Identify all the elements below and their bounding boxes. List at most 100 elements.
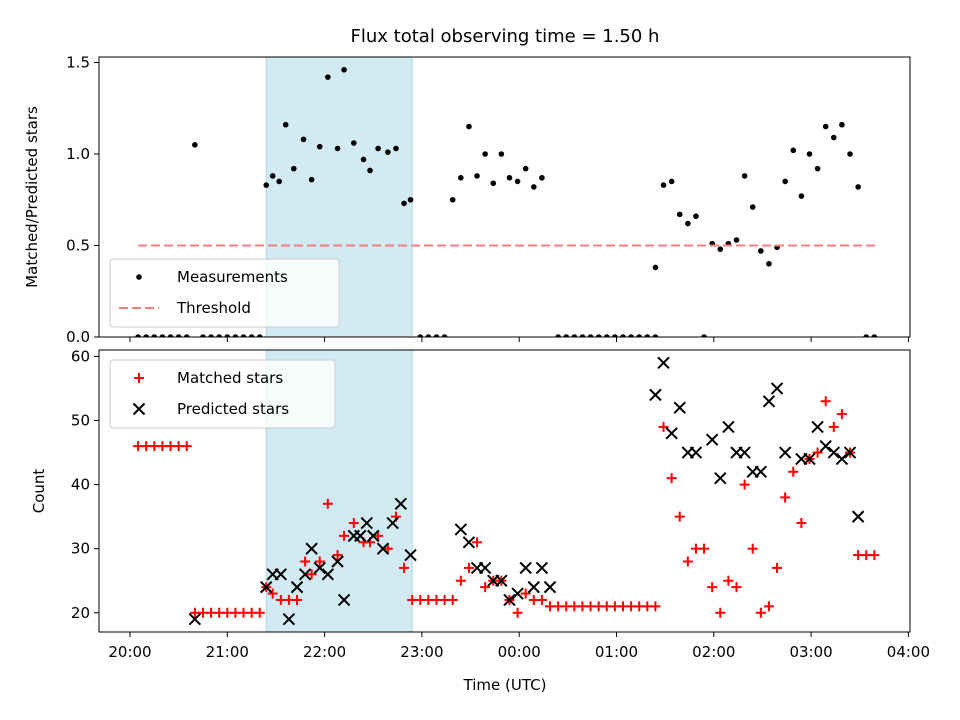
matched-point [836,409,847,420]
measurement-point [563,334,570,337]
predicted-point [714,471,727,485]
measurement-point [216,334,222,337]
matched-point [828,421,839,432]
measurement-point [367,167,373,174]
predicted-point [649,388,662,402]
predicted-point [376,542,390,555]
y-tick-label: 20 [71,604,90,622]
measurement-point [855,184,861,190]
measurement-point [766,260,772,267]
matched-point [731,582,742,593]
measurement-point [417,334,424,337]
matched-point [455,575,466,586]
measurement-point [612,334,618,337]
measurement-point [514,178,521,185]
matched-point [674,511,685,522]
measurement-point [248,334,255,337]
measurement-point [474,173,480,179]
y-tick-label: 1.5 [66,53,90,71]
measurement-point [441,334,448,337]
measurement-point [539,174,545,181]
measurement-point [401,200,407,207]
series-matched-stars [133,396,880,618]
measurement-point [644,334,651,337]
predicted-point [454,523,468,536]
matched-point [780,492,791,503]
predicted-point [313,561,326,575]
measurement-point [482,151,488,157]
predicted-point [331,555,344,568]
measurement-point [498,151,505,157]
predicted-point [673,401,686,414]
y-tick-label: 50 [71,412,90,430]
measurement-point [733,237,740,243]
measurement-point [749,204,756,210]
y-tick-label: 40 [71,476,90,494]
y-tick-label: 30 [71,540,90,558]
measurement-point [741,173,748,179]
matched-point [707,582,718,593]
matched-point [292,594,303,605]
measurement-point [579,334,586,337]
measurement-point [325,74,331,80]
measurement-point [685,220,691,227]
matched-point [747,543,758,554]
measurement-point [276,178,282,185]
predicted-point [298,568,312,581]
measurement-point [652,334,659,337]
matched-point [447,594,458,605]
measurement-point [571,334,578,337]
measurement-point [458,174,464,181]
x-tick-label: 04:00 [887,643,930,661]
measurement-point [375,145,381,152]
matched-point [399,562,410,573]
predicted-point [811,420,824,434]
measurement-point [135,334,141,337]
matched-point [314,556,325,567]
measurement-point [269,173,276,179]
predicted-point [321,568,335,581]
measurement-point [595,334,602,337]
panel-ratio: 0.0 0.5 1.0 1.5 Matched/Predicted stars Measu… [23,53,911,346]
measurement-point [240,334,247,337]
measurement-point [636,334,643,337]
predicted-point [337,593,351,607]
matched-point [796,518,807,529]
predicted-point [260,580,273,594]
matched-point [658,421,669,432]
predicted-point [274,568,288,581]
matched-point [715,607,726,618]
panel-count: 20 30 40 50 60 20:00 21:00 22:00 23:00 00:00 01:00… [30,347,930,661]
measurement-point [393,145,399,152]
measurement-point [256,334,263,337]
axes-frame [98,56,911,338]
matched-point [181,441,192,452]
predicted-point [404,548,417,562]
predicted-point [738,446,751,459]
x-tick-label: 21:00 [206,643,249,661]
y-tick-label: 0.5 [66,236,90,254]
matched-point [520,588,531,599]
y-tick-label: 60 [71,347,90,365]
predicted-point [803,452,816,466]
predicted-point [360,516,373,530]
legend-label: Threshold [176,299,251,317]
predicted-point [762,395,776,408]
matched-point [348,518,359,529]
predicted-point [495,574,508,587]
matched-point [812,447,823,458]
measurement-point [603,334,610,337]
predicted-point [290,580,304,594]
predicted-point [305,542,318,555]
measurement-point [668,178,675,185]
measurement-point [407,196,414,203]
x-tick-label: 00:00 [498,643,541,661]
predicted-point [478,561,492,575]
measurement-point [200,334,206,337]
measurement-point [300,136,307,143]
measurement-point [449,196,456,203]
legend-label: Measurements [177,268,288,286]
measurement-point [628,334,634,337]
measurement-point [290,165,297,172]
